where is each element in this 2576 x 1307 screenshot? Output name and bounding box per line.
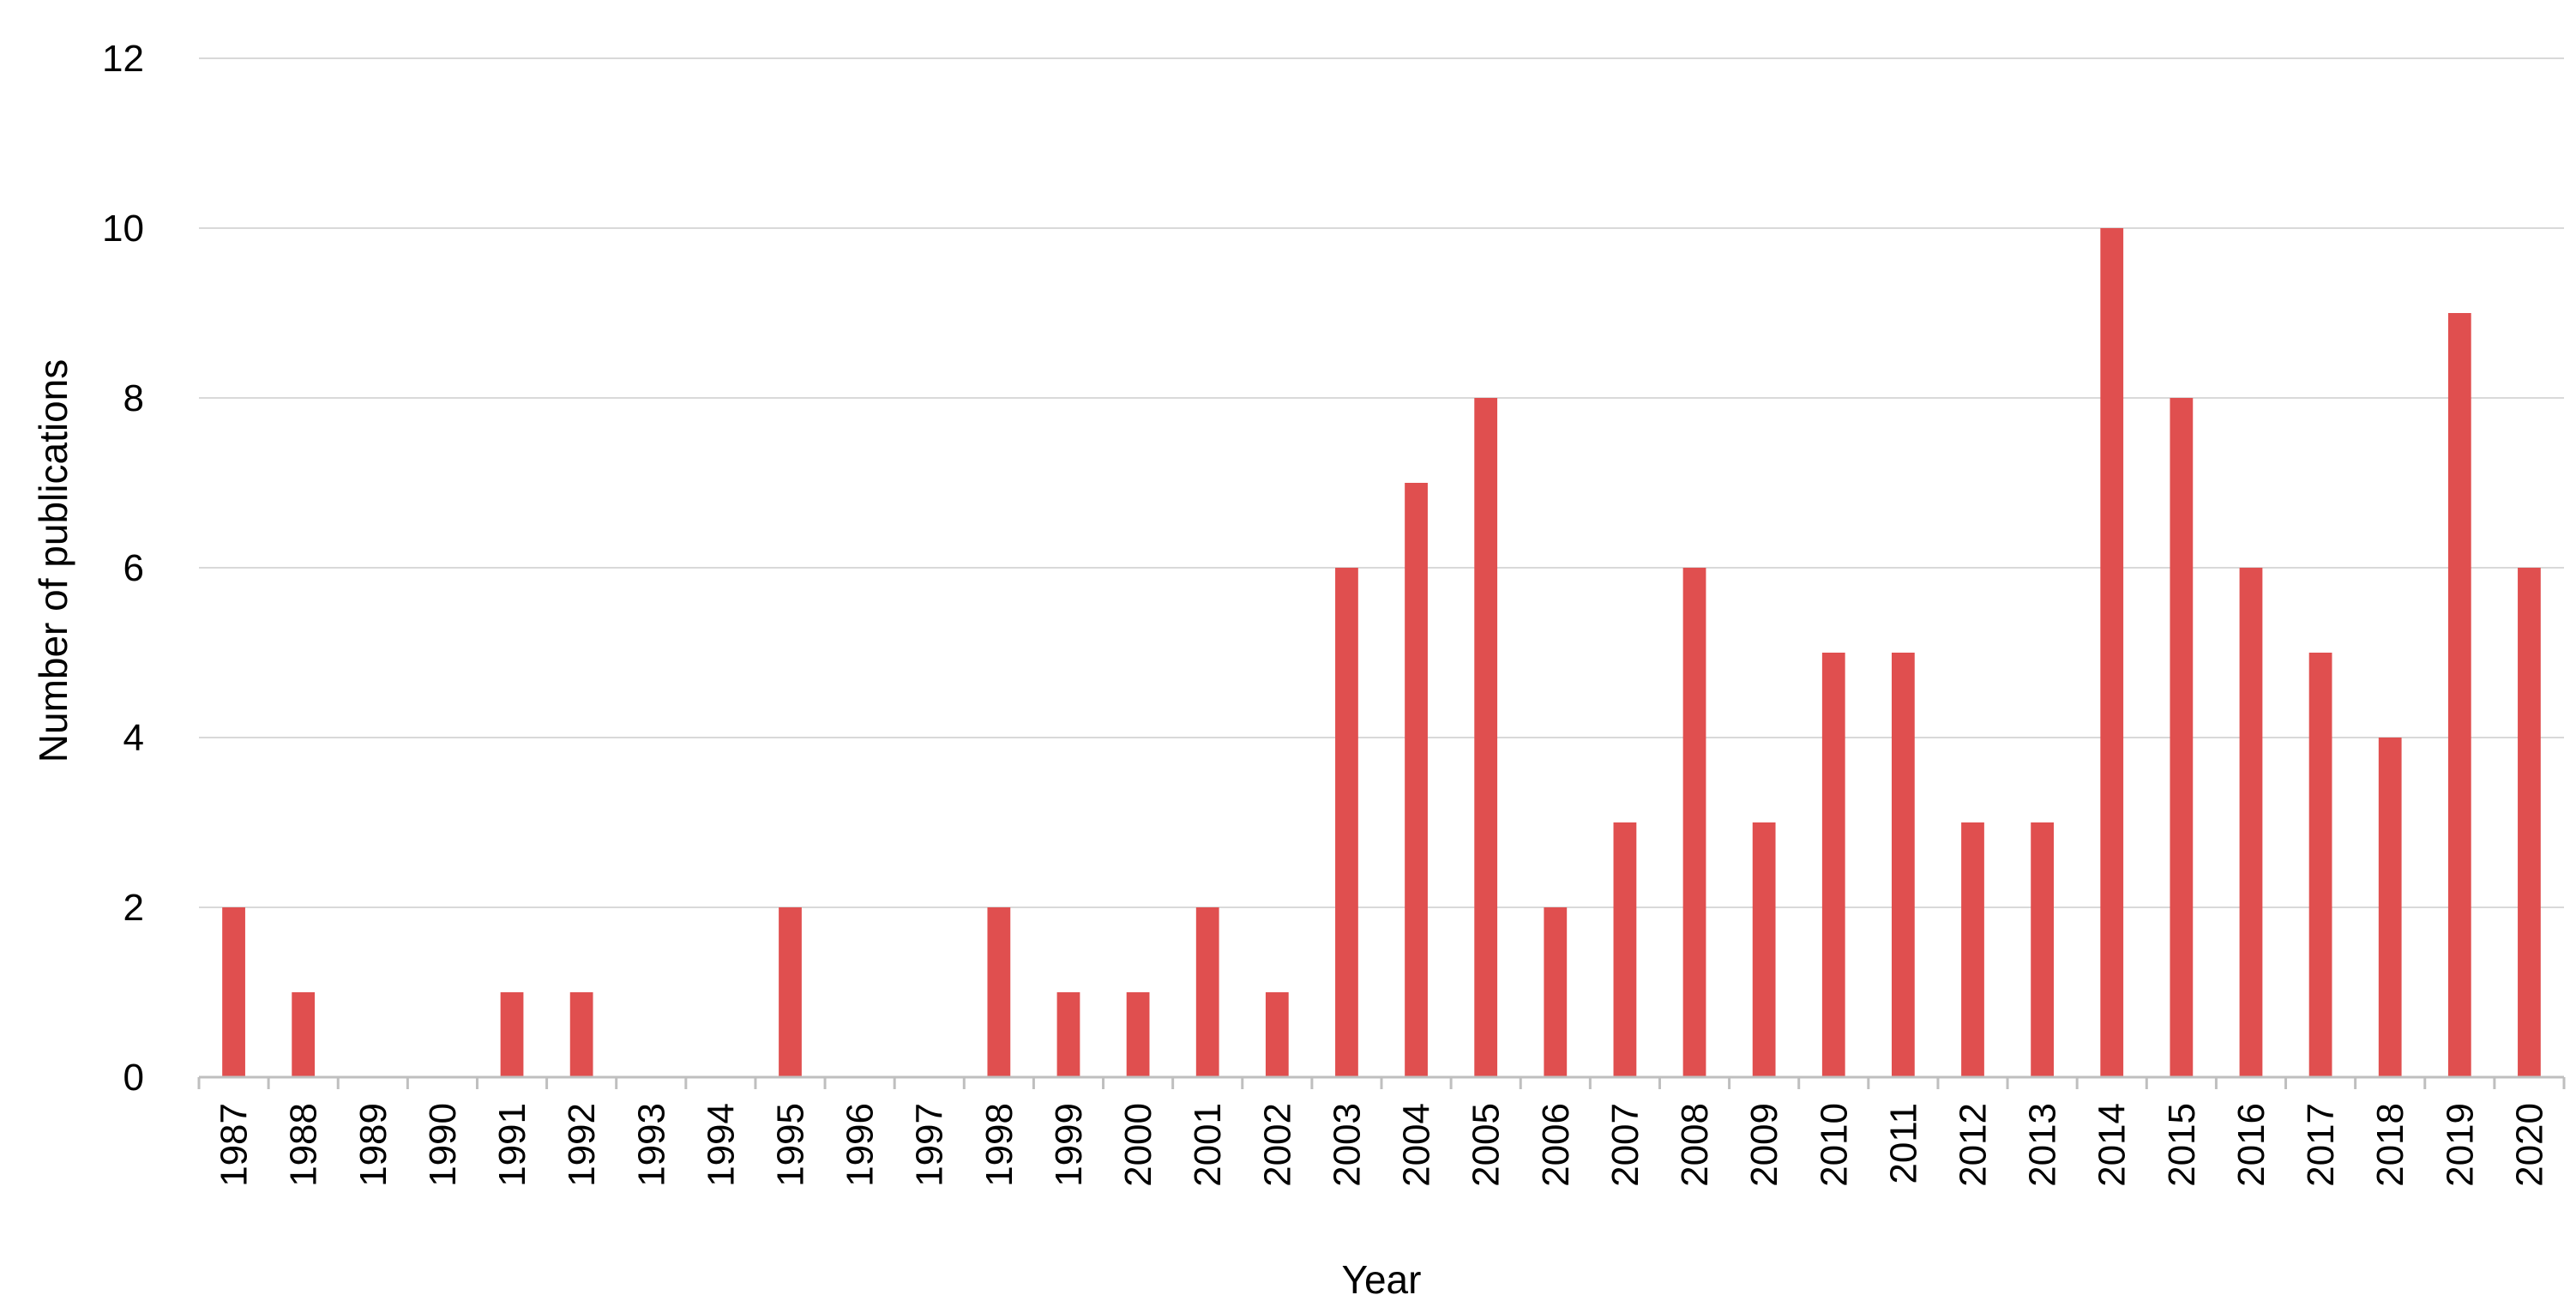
x-tick-label: 1988: [283, 1103, 325, 1187]
y-tick-label: 4: [123, 717, 144, 759]
y-axis-title: Number of publications: [31, 359, 75, 762]
bar-2019: [2447, 313, 2471, 1077]
x-tick-label: 2006: [1535, 1103, 1577, 1187]
y-tick-label: 10: [102, 208, 144, 250]
x-tick-label: 1991: [491, 1103, 533, 1187]
x-tick-label: 2016: [2230, 1103, 2272, 1187]
y-tick-label: 6: [123, 547, 144, 589]
bar-2001: [1195, 907, 1219, 1077]
x-tick-label: 2015: [2161, 1103, 2203, 1187]
bar-2018: [2378, 738, 2402, 1077]
bars: [222, 228, 2541, 1077]
bar-2013: [2031, 822, 2055, 1077]
bar-1999: [1056, 992, 1080, 1077]
x-tick-label: 2019: [2439, 1103, 2481, 1187]
bar-1988: [292, 992, 316, 1077]
x-tick-label: 2000: [1117, 1103, 1159, 1187]
y-tick-label: 8: [123, 377, 144, 419]
x-tick-label: 2004: [1396, 1103, 1438, 1187]
x-axis-title: Year: [1342, 1257, 1422, 1302]
x-tick-label: 1993: [630, 1103, 672, 1187]
x-tick-label: 2010: [1813, 1103, 1855, 1187]
x-tick-label: 1994: [700, 1103, 742, 1187]
bar-2011: [1891, 653, 1915, 1077]
bar-2020: [2518, 568, 2541, 1077]
x-tick-label: 1989: [352, 1103, 394, 1187]
x-tick-label: 1990: [422, 1103, 464, 1187]
x-tick-label: 2014: [2091, 1103, 2134, 1187]
bar-2016: [2239, 568, 2263, 1077]
bar-2005: [1474, 398, 1498, 1077]
x-tick-label: 1995: [770, 1103, 812, 1187]
y-tick-labels: 0 2 4 6 8 10 12: [102, 38, 144, 1099]
x-tick-label: 1996: [840, 1103, 882, 1187]
y-tick-label: 12: [102, 38, 144, 80]
axes: [197, 1075, 2566, 1089]
x-tick-label: 2007: [1604, 1103, 1646, 1187]
x-tick-label: 2005: [1466, 1103, 1508, 1187]
x-tick-label: 2018: [2369, 1103, 2411, 1187]
x-tick-label: 2017: [2300, 1103, 2342, 1187]
x-tick-label: 2003: [1326, 1103, 1368, 1187]
bar-2006: [1544, 907, 1568, 1077]
x-tick-label: 2020: [2508, 1103, 2550, 1187]
x-tick-label: 2011: [1882, 1103, 1924, 1184]
x-tick-label: 1998: [978, 1103, 1020, 1187]
bar-1998: [987, 907, 1011, 1077]
bar-2014: [2100, 228, 2124, 1077]
gridlines: [199, 57, 2564, 908]
x-tick-label: 1997: [909, 1103, 951, 1187]
bar-1991: [500, 992, 524, 1077]
bar-2002: [1265, 992, 1289, 1077]
bar-1987: [222, 907, 245, 1077]
bar-1992: [569, 992, 593, 1077]
bar-2009: [1752, 822, 1776, 1077]
x-tick-label: 2002: [1256, 1103, 1298, 1187]
bar-2010: [1821, 653, 1845, 1077]
bar-2008: [1682, 568, 1706, 1077]
x-tick-label: 2013: [2022, 1103, 2064, 1187]
x-tick-label: 2008: [1674, 1103, 1716, 1187]
x-tick-label: 1987: [214, 1103, 256, 1187]
x-tick-label: 2009: [1743, 1103, 1785, 1187]
x-tick-label: 2012: [1953, 1103, 1995, 1187]
bar-2000: [1126, 992, 1150, 1077]
x-tick-labels: 1987 1988 1989 1990 1991 1992 1993 1994 1995 1996…: [214, 1103, 2551, 1187]
bar-2007: [1613, 822, 1637, 1077]
bar-2012: [1961, 822, 1984, 1077]
bar-2015: [2170, 398, 2194, 1077]
bar-2004: [1405, 483, 1428, 1077]
x-tick-label: 2001: [1187, 1103, 1229, 1187]
x-tick-label: 1992: [561, 1103, 603, 1187]
bar-2003: [1335, 568, 1358, 1077]
bar-2017: [2308, 653, 2332, 1077]
y-tick-label: 0: [123, 1057, 144, 1099]
bar-1995: [779, 907, 802, 1077]
y-tick-label: 2: [123, 887, 144, 929]
x-tick-label: 1999: [1048, 1103, 1090, 1187]
